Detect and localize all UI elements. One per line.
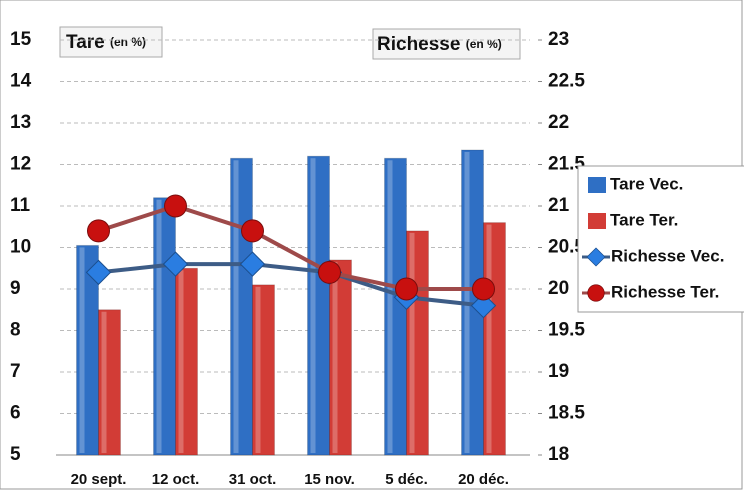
y-title-main: Tare [66, 32, 105, 53]
marker [241, 219, 264, 243]
marker [239, 251, 266, 277]
marker [587, 284, 605, 302]
marker [162, 251, 189, 277]
marker [164, 194, 187, 218]
legend: Tare Vec. Tare Ter. Richesse Vec. Richesse … [577, 165, 744, 313]
y-title-bg [59, 26, 163, 58]
bar-shine [486, 224, 492, 453]
y2-tick-label: 19 [548, 361, 569, 382]
y2-tick-label: 21.5 [548, 154, 585, 175]
y2-tick-label: 21 [548, 195, 570, 216]
x-tick-label: 31 oct. [229, 471, 277, 488]
y-tick-label: 5 [10, 444, 21, 465]
legend-label: Richesse Vec. [611, 246, 724, 265]
y-tick-label: 6 [10, 403, 21, 424]
grid [60, 39, 530, 456]
y-tick-label: 11 [10, 195, 31, 216]
bar-shine [233, 160, 239, 453]
y-title-box: Tare (en %) [59, 26, 163, 58]
legend-label: Tare Ter. [610, 210, 678, 229]
y2-tick-label: 23 [548, 29, 569, 50]
y2-tick-label: 22.5 [548, 71, 585, 92]
y2-title: Richesse (en %) [377, 34, 502, 55]
bar [98, 309, 121, 456]
y-tick-label: 12 [10, 154, 31, 175]
y-tick-label: 13 [10, 112, 31, 133]
x-tick-label: 20 sept. [71, 471, 127, 488]
legend-label: Tare Vec. [610, 174, 683, 193]
y-title: Tare (en %) [66, 32, 146, 53]
bar-shine [387, 160, 393, 453]
legend-label: Richesse Ter. [611, 282, 719, 301]
marker [87, 219, 110, 243]
marker [586, 247, 606, 267]
x-tick-label: 5 déc. [385, 471, 428, 488]
y2-tick-label: 20 [548, 278, 569, 299]
x-tick-label: 20 déc. [458, 471, 509, 488]
y-tick-label: 15 [10, 29, 32, 50]
bar-shine [332, 261, 338, 453]
bar-shine [101, 311, 107, 453]
y2-tick-label: 18.5 [548, 403, 585, 424]
bar [252, 284, 275, 456]
y2-title-bg [372, 28, 521, 60]
y-tick-label: 14 [10, 71, 32, 92]
bar-shine [310, 158, 316, 453]
y-title-unit: (en %) [110, 35, 146, 49]
y-tick-label: 9 [10, 278, 21, 299]
bar [175, 267, 198, 456]
legend-swatch [588, 177, 606, 193]
y2-tick-label: 18 [548, 444, 569, 465]
marker [472, 277, 495, 301]
bar [329, 259, 352, 456]
bar-shine [255, 286, 261, 453]
y2-title-box: Richesse (en %) [372, 28, 521, 60]
marker [470, 292, 497, 319]
bar-shine [178, 270, 184, 453]
marker [395, 277, 418, 301]
x-tick-label: 12 oct. [152, 471, 200, 488]
bar-shine [409, 232, 415, 453]
marker [85, 259, 112, 286]
x-tick-label: 15 nov. [304, 471, 355, 488]
series-line [98, 262, 484, 308]
y2-title-main: Richesse [377, 34, 460, 55]
y2-tick-label: 19.5 [548, 320, 585, 341]
y2-tick-label: 22 [548, 112, 569, 133]
y-tick-label: 7 [10, 361, 21, 382]
y-tick-label: 8 [10, 320, 21, 341]
marker [318, 260, 341, 284]
bar-shine [156, 199, 162, 453]
y-tick-label: 10 [10, 237, 31, 258]
y2-title-unit: (en %) [466, 37, 502, 51]
bar-shine [79, 247, 85, 453]
series-line [97, 203, 484, 291]
legend-swatch [588, 213, 606, 229]
y2-tick-label: 20.5 [548, 237, 585, 258]
